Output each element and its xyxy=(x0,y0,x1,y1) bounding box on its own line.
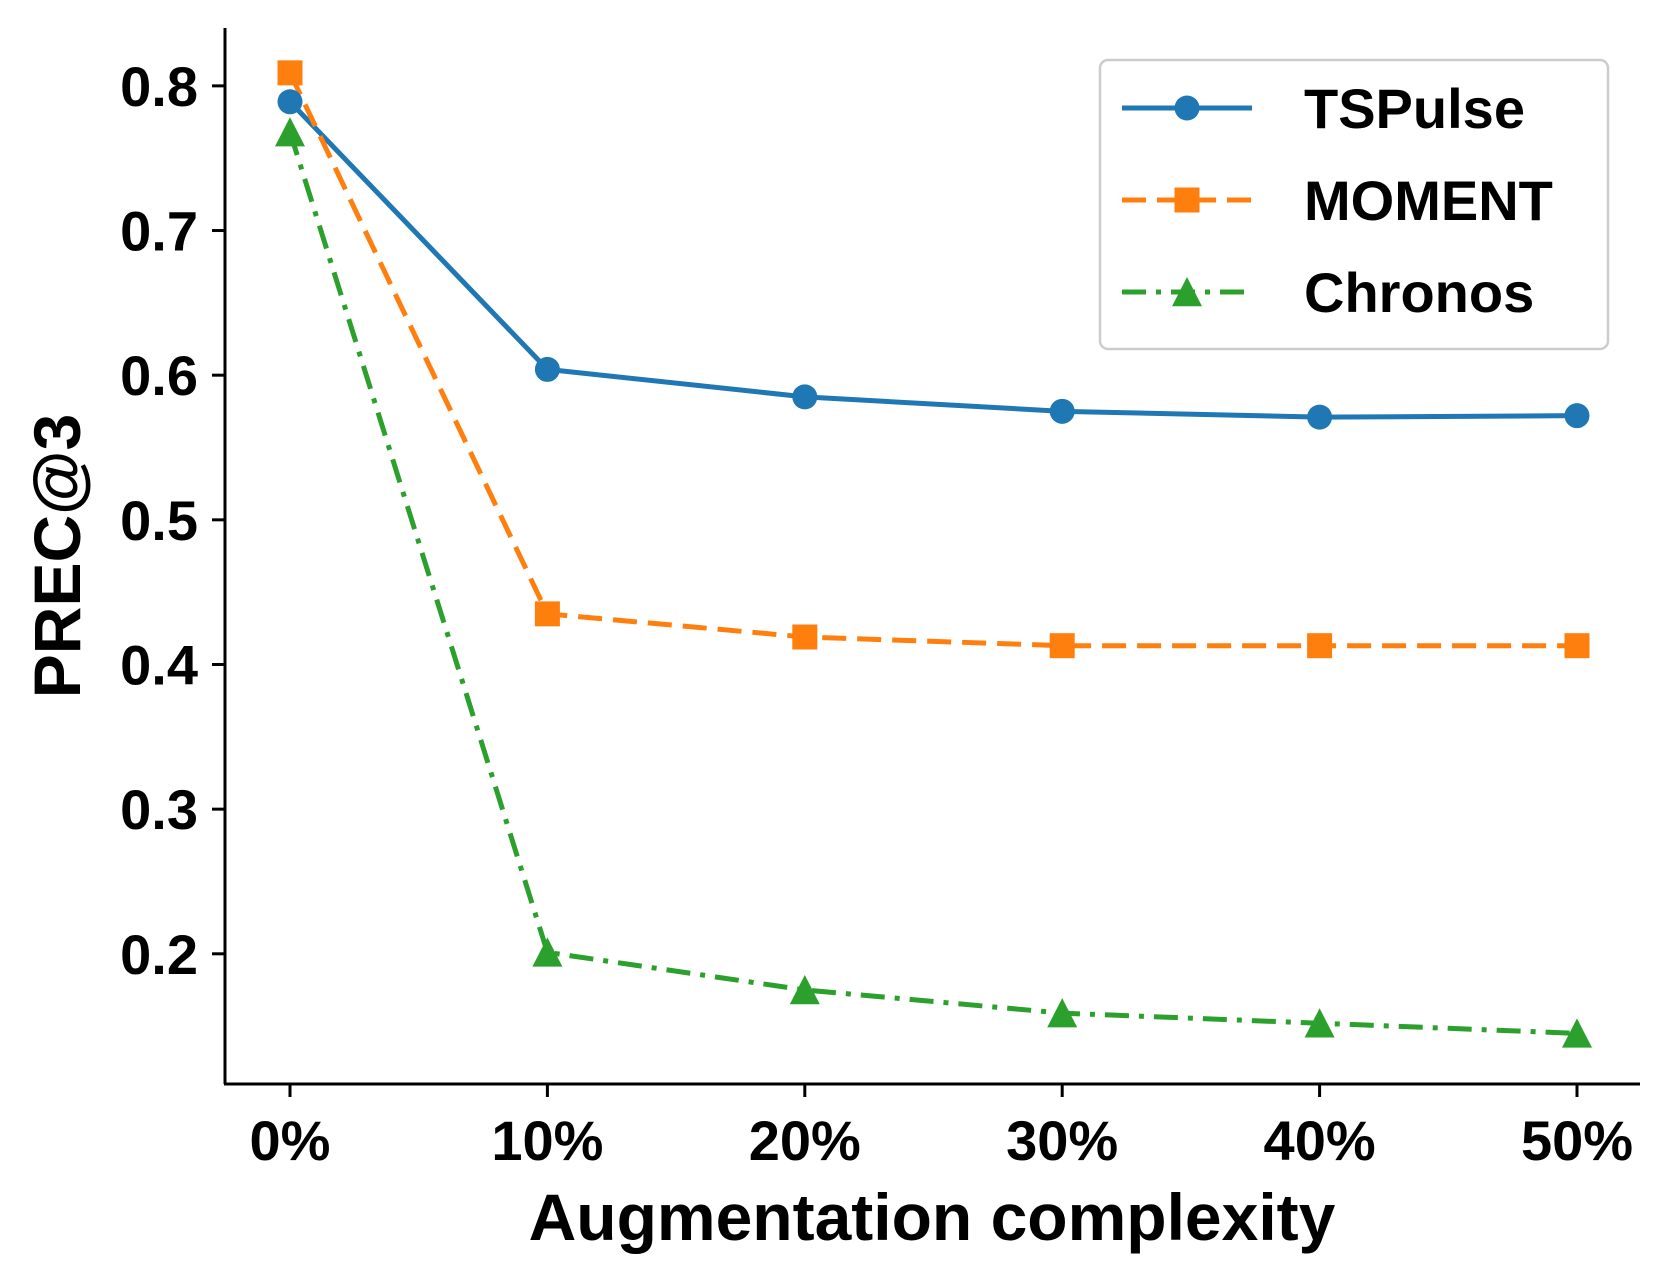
y-ticks: 0.2 0.3 0.4 0.5 0.6 0.7 0.8 xyxy=(120,55,225,986)
data-point-moment xyxy=(1564,633,1590,659)
legend-entries: TSPulse MOMENT Chronos xyxy=(1122,77,1553,324)
data-point-moment xyxy=(792,624,818,650)
y-tick-label: 0.5 xyxy=(120,489,198,552)
data-point-moment xyxy=(1049,633,1075,659)
data-point-chronos xyxy=(1562,1018,1592,1048)
plot-lines xyxy=(287,71,1578,1036)
legend-label-moment: MOMENT xyxy=(1304,169,1553,232)
legend-label-chronos: Chronos xyxy=(1304,261,1534,324)
data-point-tspulse xyxy=(277,89,303,115)
y-tick-label: 0.2 xyxy=(120,923,198,986)
data-point-moment xyxy=(1307,633,1333,659)
data-point-chronos xyxy=(532,937,563,967)
data-point-chronos xyxy=(275,117,305,147)
data-point-tspulse xyxy=(1564,403,1590,429)
legend-marker-moment xyxy=(1174,187,1200,213)
y-tick-label: 0.3 xyxy=(120,778,198,841)
data-point-tspulse xyxy=(534,356,560,382)
x-ticks: 0% 10% 20% 30% 40% 50% xyxy=(250,1084,1633,1172)
legend-frame xyxy=(1098,58,1610,351)
data-point-chronos xyxy=(1304,1008,1335,1038)
series-line-chronos xyxy=(287,131,1578,1036)
data-point-chronos xyxy=(1047,998,1078,1028)
data-point-chronos xyxy=(789,974,820,1005)
data-point-tspulse xyxy=(792,384,818,410)
data-point-moment xyxy=(277,60,303,86)
x-tick-label: 40% xyxy=(1264,1109,1376,1172)
x-tick-label: 0% xyxy=(250,1109,331,1172)
y-axis-title: PREC@3 xyxy=(20,414,94,698)
data-point-tspulse xyxy=(1049,398,1075,424)
y-tick-label: 0.6 xyxy=(120,344,198,407)
legend-label-tspulse: TSPulse xyxy=(1304,77,1525,140)
y-tick-label: 0.7 xyxy=(120,200,198,263)
legend: TSPulse MOMENT Chronos xyxy=(1098,58,1610,351)
data-point-tspulse xyxy=(1307,404,1333,430)
legend-marker-chronos xyxy=(1172,277,1202,307)
x-tick-label: 50% xyxy=(1521,1109,1633,1172)
series-line-tspulse xyxy=(288,100,1578,420)
x-tick-label: 10% xyxy=(491,1109,603,1172)
series-line-moment xyxy=(287,71,1577,649)
legend-marker-tspulse xyxy=(1174,95,1200,121)
x-axis-title: Augmentation complexity xyxy=(529,1180,1336,1254)
plot-markers xyxy=(275,60,1592,1048)
y-tick-label: 0.4 xyxy=(120,633,198,696)
x-tick-label: 20% xyxy=(749,1109,861,1172)
data-point-moment xyxy=(534,601,560,627)
x-tick-label: 30% xyxy=(1006,1109,1118,1172)
y-tick-label: 0.8 xyxy=(120,55,198,118)
